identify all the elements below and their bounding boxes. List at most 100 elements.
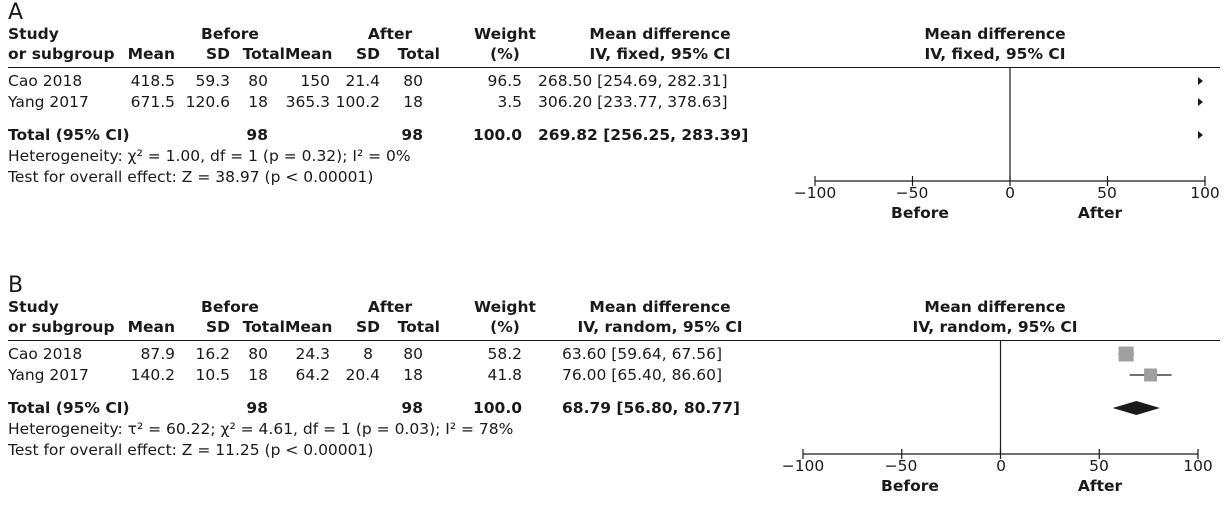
- sd-before: 59.3: [195, 72, 230, 90]
- tick-label: −50: [885, 457, 918, 475]
- weight-value: 96.5: [487, 72, 522, 90]
- total-before: 18: [248, 366, 268, 384]
- mean-difference-ci: 306.20 [233.77, 378.63]: [538, 93, 728, 111]
- mean-after: 365.3: [285, 93, 330, 111]
- header-sd-before: SD: [205, 45, 230, 63]
- total-label: Total (95% CI): [8, 126, 130, 144]
- header-mean-after: Mean: [285, 318, 333, 336]
- mean-before: 87.9: [140, 345, 175, 363]
- mean-before: 140.2: [130, 366, 175, 384]
- tick-label: 0: [1005, 184, 1015, 202]
- header-total-before: Total: [242, 318, 285, 336]
- header-mean-before: Mean: [127, 45, 175, 63]
- total-after: 80: [403, 345, 423, 363]
- header-ci-method: IV, fixed, 95% CI: [589, 45, 731, 63]
- sd-before: 10.5: [195, 366, 230, 384]
- study-name: Yang 2017: [8, 366, 89, 384]
- header-study: Study: [8, 25, 59, 43]
- sd-after: 8: [363, 345, 373, 363]
- heterogeneity-stats: Heterogeneity: χ² = 1.00, df = 1 (p = 0.…: [8, 147, 411, 165]
- header-ci-method: IV, random, 95% CI: [577, 318, 743, 336]
- pooled-ci: 68.79 [56.80, 80.77]: [562, 399, 740, 417]
- tick-label: −50: [896, 184, 929, 202]
- tick-label: 100: [1190, 184, 1220, 202]
- total-after: 18: [403, 366, 423, 384]
- total-before: 80: [248, 72, 268, 90]
- overall-effect-test: Test for overall effect: Z = 38.97 (p < …: [8, 168, 374, 186]
- study-estimate-box: [1118, 346, 1134, 362]
- total-after: 98: [401, 399, 423, 417]
- header-mean-difference: Mean difference: [589, 25, 731, 43]
- off-scale-arrow: [1198, 131, 1203, 139]
- forest-plot-a: −100 −50 0 50 100 Before After: [794, 67, 1220, 222]
- total-before: 98: [246, 399, 268, 417]
- plot-header-title: Mean difference: [924, 298, 1066, 316]
- weight-total: 100.0: [472, 399, 522, 417]
- header-mean-difference: Mean difference: [589, 298, 731, 316]
- mean-after: 24.3: [295, 345, 330, 363]
- mean-before: 671.5: [130, 93, 175, 111]
- total-after: 80: [403, 72, 423, 90]
- mean-difference-ci: 63.60 [59.64, 67.56]: [562, 345, 722, 363]
- header-study: Study: [8, 298, 59, 316]
- plot-header-method: IV, fixed, 95% CI: [924, 45, 1066, 63]
- weight-value: 3.5: [497, 93, 522, 111]
- header-weight: Weight: [474, 298, 536, 316]
- tick-label: 50: [1097, 184, 1117, 202]
- total-before: 80: [248, 345, 268, 363]
- header-after: After: [367, 298, 413, 316]
- heterogeneity-stats: Heterogeneity: τ² = 60.22; χ² = 4.61, df…: [8, 420, 514, 438]
- total-after: 98: [401, 126, 423, 144]
- mean-after: 150: [300, 72, 330, 90]
- weight-total: 100.0: [472, 126, 522, 144]
- total-label: Total (95% CI): [8, 399, 130, 417]
- header-subgroup: or subgroup: [8, 318, 115, 336]
- header-weight: Weight: [474, 25, 536, 43]
- forest-panel-a: A Study Before After Weight Mean differe…: [8, 0, 1220, 222]
- header-weight-pct: (%): [490, 45, 520, 63]
- header-sd-before: SD: [205, 318, 230, 336]
- sd-after: 100.2: [335, 93, 380, 111]
- header-sd-after: SD: [355, 45, 380, 63]
- mean-before: 418.5: [130, 72, 175, 90]
- total-before: 98: [246, 126, 268, 144]
- tick-label: −100: [794, 184, 837, 202]
- panel-letter: B: [8, 273, 24, 298]
- plot-header-title: Mean difference: [924, 25, 1066, 43]
- tick-label: 0: [996, 457, 1006, 475]
- total-before: 18: [248, 93, 268, 111]
- sd-before: 16.2: [195, 345, 230, 363]
- pooled-diamond: [1112, 401, 1161, 415]
- pooled-ci: 269.82 [256.25, 283.39]: [538, 126, 749, 144]
- tick-label: −100: [782, 457, 825, 475]
- tick-label: 50: [1089, 457, 1109, 475]
- panel-letter: A: [8, 0, 24, 25]
- tick-label: 100: [1183, 457, 1213, 475]
- header-subgroup: or subgroup: [8, 45, 115, 63]
- sd-after: 20.4: [345, 366, 380, 384]
- axis-label-after: After: [1078, 477, 1123, 495]
- header-weight-pct: (%): [490, 318, 520, 336]
- study-estimate-box: [1144, 368, 1158, 382]
- forest-panel-b: B Study Before After Weight Mean differe…: [0, 261, 1228, 522]
- mean-after: 64.2: [295, 366, 330, 384]
- axis-label-after: After: [1078, 204, 1123, 222]
- forest-plot-b: −100 −50 0 50 100 Before After: [782, 340, 1213, 495]
- study-name: Cao 2018: [8, 72, 83, 90]
- weight-value: 58.2: [487, 345, 522, 363]
- header-mean-before: Mean: [127, 318, 175, 336]
- study-name: Yang 2017: [8, 93, 89, 111]
- header-total-after: Total: [397, 45, 440, 63]
- total-after: 18: [403, 93, 423, 111]
- study-name: Cao 2018: [8, 345, 83, 363]
- header-divider: [8, 340, 1220, 342]
- off-scale-arrow: [1198, 77, 1203, 85]
- weight-value: 41.8: [487, 366, 522, 384]
- mean-difference-ci: 76.00 [65.40, 86.60]: [562, 366, 722, 384]
- header-total-after: Total: [397, 318, 440, 336]
- off-scale-arrow: [1198, 98, 1203, 106]
- axis-label-before: Before: [881, 477, 939, 495]
- sd-after: 21.4: [345, 72, 380, 90]
- header-sd-after: SD: [355, 318, 380, 336]
- header-mean-after: Mean: [285, 45, 333, 63]
